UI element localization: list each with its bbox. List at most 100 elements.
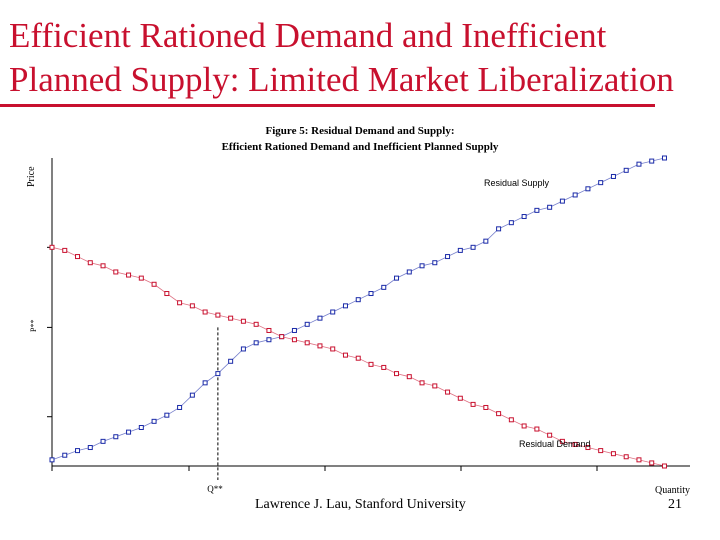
data-point-demand — [177, 300, 183, 306]
data-point-demand — [355, 355, 361, 361]
data-point-supply — [661, 155, 667, 161]
data-point-demand — [432, 383, 438, 389]
title-underline — [0, 104, 655, 107]
data-point-demand — [87, 260, 93, 266]
data-point-demand — [368, 361, 374, 367]
data-point-supply — [636, 161, 642, 167]
footer-author: Lawrence J. Lau, Stanford University — [255, 497, 466, 512]
data-point-demand — [610, 451, 616, 457]
data-point-supply — [253, 340, 259, 346]
data-point-demand — [457, 395, 463, 401]
data-point-demand — [253, 321, 259, 327]
data-point-demand — [330, 346, 336, 352]
data-point-demand — [470, 401, 476, 407]
data-point-supply — [457, 247, 463, 253]
data-point-demand — [661, 463, 667, 469]
data-point-supply — [521, 214, 527, 220]
data-point-supply — [649, 158, 655, 164]
data-point-supply — [49, 457, 55, 463]
data-point-supply — [177, 404, 183, 410]
data-point-supply — [547, 204, 553, 210]
data-point-demand — [62, 247, 68, 253]
data-point-demand — [49, 244, 55, 250]
data-point-demand — [559, 438, 565, 444]
data-point-demand — [228, 315, 234, 321]
data-point-supply — [342, 303, 348, 309]
data-point-supply — [189, 392, 195, 398]
page-number: 21 — [668, 497, 682, 512]
series-label-demand: Residual Demand — [519, 439, 591, 449]
data-point-demand — [291, 337, 297, 343]
data-point-supply — [368, 291, 374, 297]
data-point-supply — [75, 448, 81, 454]
data-point-supply — [87, 445, 93, 451]
data-point-supply — [113, 434, 119, 440]
data-point-demand — [126, 272, 132, 278]
data-point-demand — [406, 374, 412, 380]
data-point-supply — [572, 192, 578, 198]
data-point-demand — [317, 343, 323, 349]
data-point-supply — [585, 186, 591, 192]
data-point-demand — [496, 411, 502, 417]
data-point-supply — [419, 263, 425, 269]
x-axis-label: Quantity — [655, 485, 690, 496]
data-point-demand — [279, 334, 285, 340]
data-point-supply — [62, 452, 68, 458]
data-point-demand — [585, 445, 591, 451]
data-point-demand — [113, 269, 119, 275]
data-point-supply — [304, 321, 310, 327]
series-line-supply — [51, 157, 665, 461]
slide-title: Efficient Rationed Demand and Inefficien… — [9, 14, 709, 102]
data-point-demand — [598, 448, 604, 454]
data-point-supply — [598, 180, 604, 186]
data-point-demand — [342, 352, 348, 358]
equilibrium-quantity-label: Q** — [207, 484, 223, 494]
data-point-demand — [266, 327, 272, 333]
data-point-supply — [266, 337, 272, 343]
data-point-demand — [419, 380, 425, 386]
data-point-demand — [394, 371, 400, 377]
data-point-demand — [508, 417, 514, 423]
data-point-demand — [521, 423, 527, 429]
title-line-2: Planned Supply: Limited Market Liberaliz… — [9, 60, 674, 99]
data-point-supply — [330, 309, 336, 315]
title-line-1: Efficient Rationed Demand and Inefficien… — [9, 16, 607, 55]
y-axis-label: Price — [26, 166, 37, 187]
data-point-supply — [610, 173, 616, 179]
data-point-supply — [559, 198, 565, 204]
data-point-supply — [100, 438, 106, 444]
chart-subtitle: Efficient Rationed Demand and Inefficien… — [222, 141, 499, 153]
series-label-supply: Residual Supply — [484, 178, 550, 188]
data-point-demand — [572, 441, 578, 447]
data-point-supply — [138, 425, 144, 430]
data-point-supply — [406, 269, 412, 275]
data-point-supply — [202, 380, 208, 386]
data-point-demand — [381, 364, 387, 370]
chart-title: Figure 5: Residual Demand and Supply: — [266, 125, 455, 137]
data-point-demand — [215, 312, 221, 318]
data-point-demand — [547, 432, 553, 438]
data-point-supply — [151, 418, 157, 424]
data-point-supply — [164, 412, 170, 418]
data-point-supply — [483, 238, 489, 244]
data-point-demand — [623, 454, 629, 460]
data-point-demand — [534, 426, 540, 432]
data-point-demand — [649, 460, 655, 466]
data-point-supply — [291, 327, 297, 333]
data-point-demand — [189, 303, 195, 309]
data-point-demand — [164, 291, 170, 297]
data-point-supply — [215, 371, 221, 377]
data-point-supply — [228, 358, 234, 364]
data-point-supply — [432, 260, 438, 266]
data-point-supply — [508, 220, 514, 226]
data-point-supply — [470, 244, 476, 250]
data-point-demand — [483, 404, 489, 410]
data-point-demand — [138, 275, 144, 281]
data-point-supply — [534, 207, 540, 213]
data-point-supply — [623, 167, 629, 173]
data-point-demand — [75, 254, 81, 260]
data-point-demand — [151, 281, 157, 287]
data-point-supply — [381, 284, 387, 290]
data-point-demand — [202, 309, 208, 315]
